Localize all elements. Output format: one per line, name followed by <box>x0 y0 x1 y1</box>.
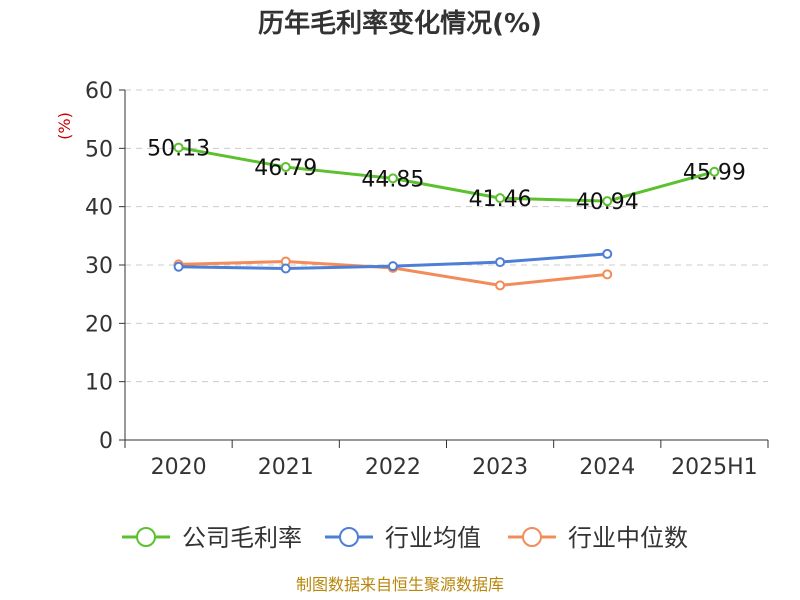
data-point <box>495 257 506 268</box>
chart-title: 历年毛利率变化情况(%) <box>258 8 542 39</box>
y-tick-label: 30 <box>85 254 113 279</box>
data-point <box>602 269 613 280</box>
data-label: 46.79 <box>254 156 317 181</box>
legend-marker <box>522 527 542 547</box>
x-tick-label: 2020 <box>151 455 207 480</box>
data-point <box>495 193 506 204</box>
data-label: 41.46 <box>469 187 532 212</box>
y-tick-label: 0 <box>99 429 113 454</box>
source-note: 制图数据来自恒生聚源数据库 <box>296 575 504 594</box>
axes: 0 10 20 30 40 50 60 2020 2021 2022 2023 2024 2025H1 <box>85 79 769 480</box>
data-point <box>280 162 291 173</box>
y-tick-label: 40 <box>85 196 113 221</box>
data-point <box>387 173 398 184</box>
x-tick-label: 2025H1 <box>671 455 758 480</box>
y-tick-label: 20 <box>85 312 113 337</box>
data-point <box>495 280 506 291</box>
grid <box>125 89 768 383</box>
data-point <box>280 263 291 274</box>
legend-label: 行业中位数 <box>568 524 688 552</box>
data-label: 44.85 <box>361 167 424 192</box>
y-tick-label: 50 <box>85 137 113 162</box>
legend-marker <box>339 527 359 547</box>
data-label: 40.94 <box>576 190 639 215</box>
series-group <box>173 142 720 291</box>
x-tick-label: 2023 <box>472 455 528 480</box>
x-tick-label: 2022 <box>365 455 421 480</box>
legend-label: 公司毛利率 <box>182 524 302 552</box>
data-label: 50.13 <box>147 137 210 162</box>
data-labels: 50.13 46.79 44.85 41.46 40.94 45.99 <box>147 137 746 216</box>
legend-label: 行业均值 <box>385 524 481 552</box>
y-tick-label: 60 <box>85 79 113 104</box>
data-point <box>602 248 613 259</box>
data-label: 45.99 <box>683 161 746 186</box>
legend: 公司毛利率 行业均值 行业中位数 <box>122 524 688 552</box>
data-point <box>709 166 720 177</box>
x-tick-label: 2024 <box>579 455 635 480</box>
y-axis-unit: (%) <box>55 112 74 140</box>
data-point <box>387 261 398 272</box>
data-point <box>602 196 613 207</box>
series-line <box>178 146 715 203</box>
data-point <box>173 142 184 153</box>
y-tick-label: 10 <box>85 371 113 396</box>
data-point <box>173 261 184 272</box>
legend-marker <box>136 527 156 547</box>
x-tick-label: 2021 <box>258 455 314 480</box>
